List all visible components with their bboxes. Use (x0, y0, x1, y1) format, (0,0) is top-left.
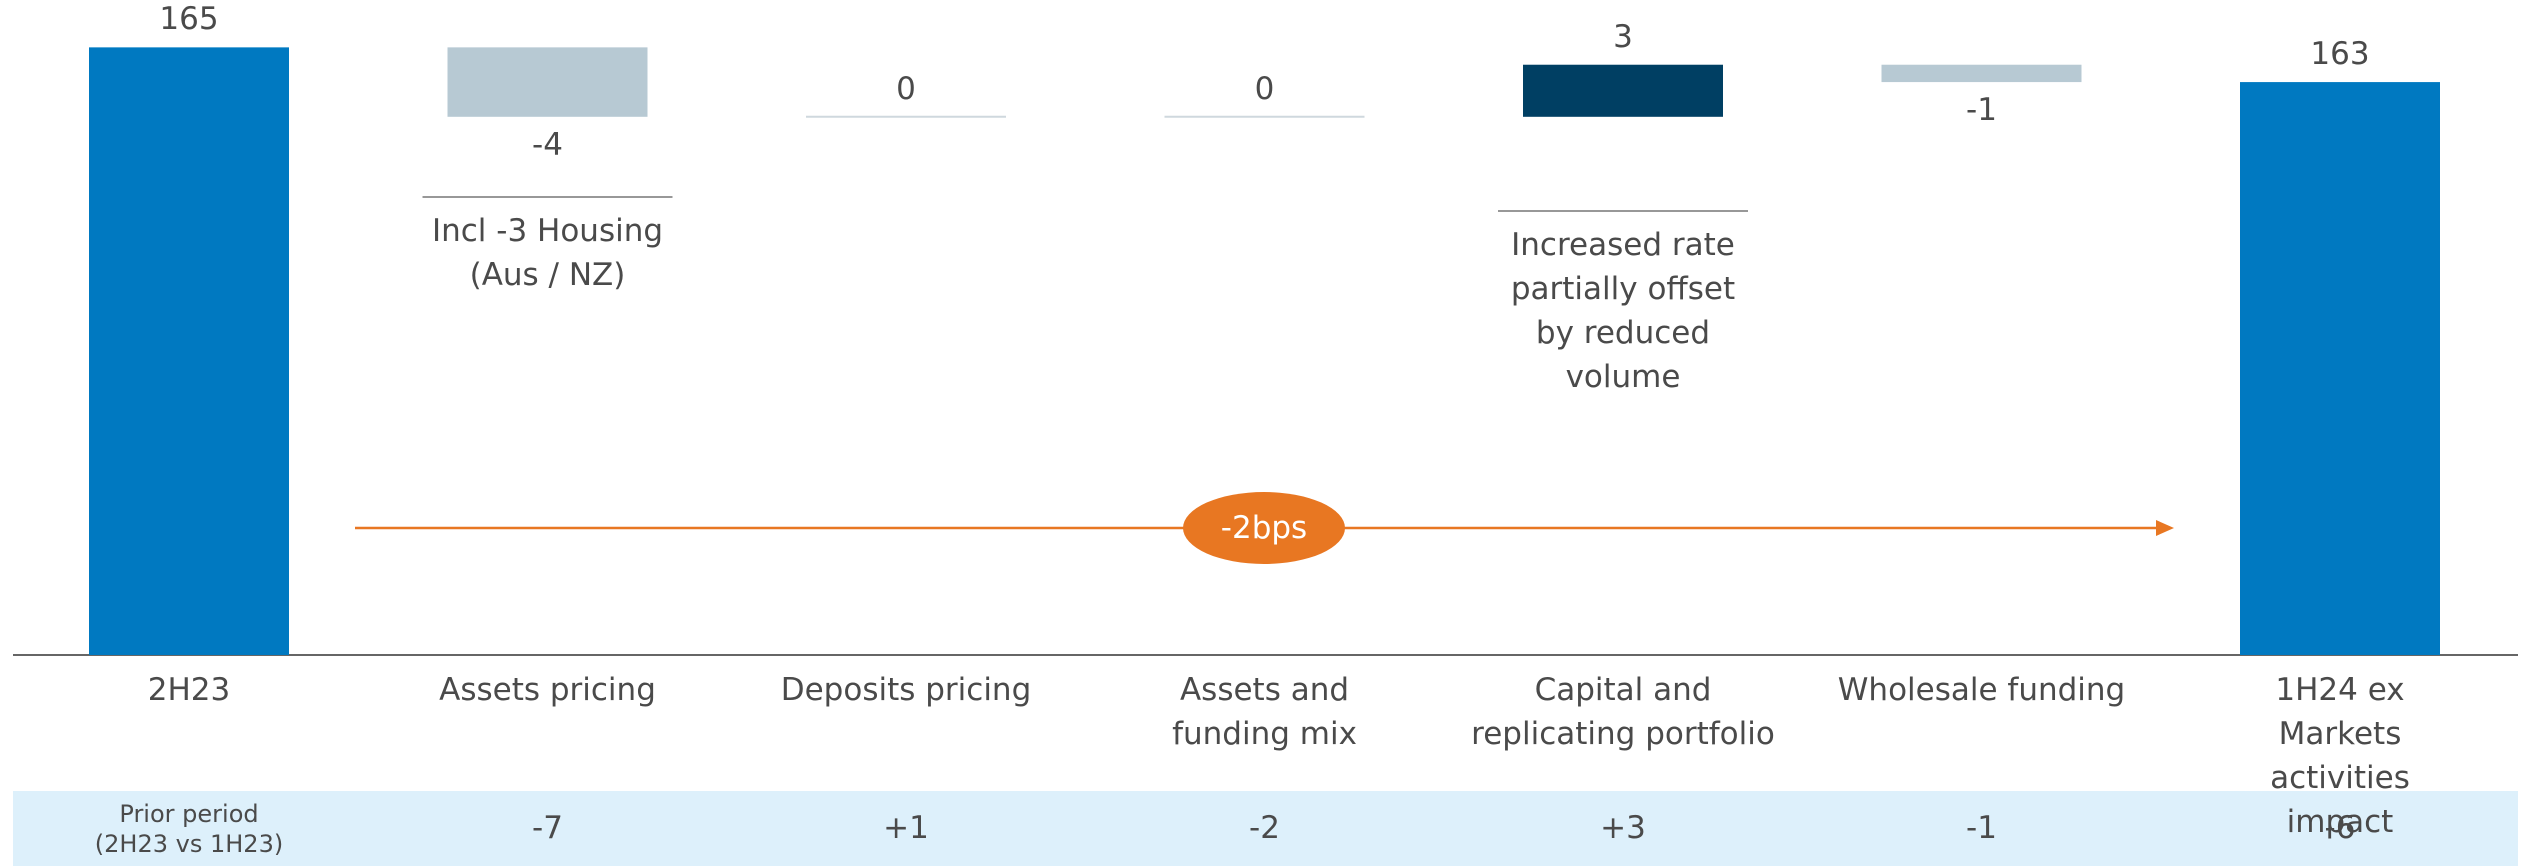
bar (1881, 64, 2082, 83)
x-tick-label: Assets pricing (439, 672, 656, 708)
arrow-label: -2bps (1220, 510, 1308, 546)
arrow-badge (1183, 492, 1345, 564)
arrow-head (2156, 520, 2174, 536)
prior-period-value: -1 (1966, 810, 1997, 846)
data-label: 0 (896, 70, 916, 107)
x-tick-label: 1H24 ex Markets activities impact (2270, 672, 2410, 840)
prior-period-value: -2 (1249, 810, 1280, 846)
data-label: 0 (1254, 70, 1275, 107)
prior-period-value: -7 (532, 810, 563, 846)
data-label: -1 (1966, 92, 1997, 129)
prior-period-value: -6 (2324, 810, 2356, 846)
annotation: Increased rate partially offset by reduc… (1510, 227, 1736, 395)
bar (89, 47, 289, 656)
x-tick-label: Capital and replicating portfolio (1471, 672, 1775, 752)
annotation: Incl -3 Housing (Aus / NZ) (431, 213, 664, 293)
prior-period-label: Prior period (2H23 vs 1H23) (94, 800, 284, 858)
x-tick-label: Deposits pricing (780, 672, 1032, 708)
x-tick-label: 2H23 (147, 672, 231, 708)
prior-period-value: +3 (1600, 810, 1646, 846)
prior-period-value: +1 (883, 810, 929, 846)
data-label: 165 (159, 1, 219, 38)
x-tick-label: Assets and funding mix (1172, 672, 1357, 752)
bar (1523, 64, 1723, 117)
bar (447, 47, 648, 117)
x-tick-label: Wholesale funding (1837, 672, 2126, 708)
data-label: -4 (532, 126, 563, 163)
data-label: 163 (2310, 36, 2370, 73)
prior-period-row (13, 791, 2518, 866)
bar (2240, 82, 2440, 656)
data-label: 3 (1613, 18, 1633, 55)
